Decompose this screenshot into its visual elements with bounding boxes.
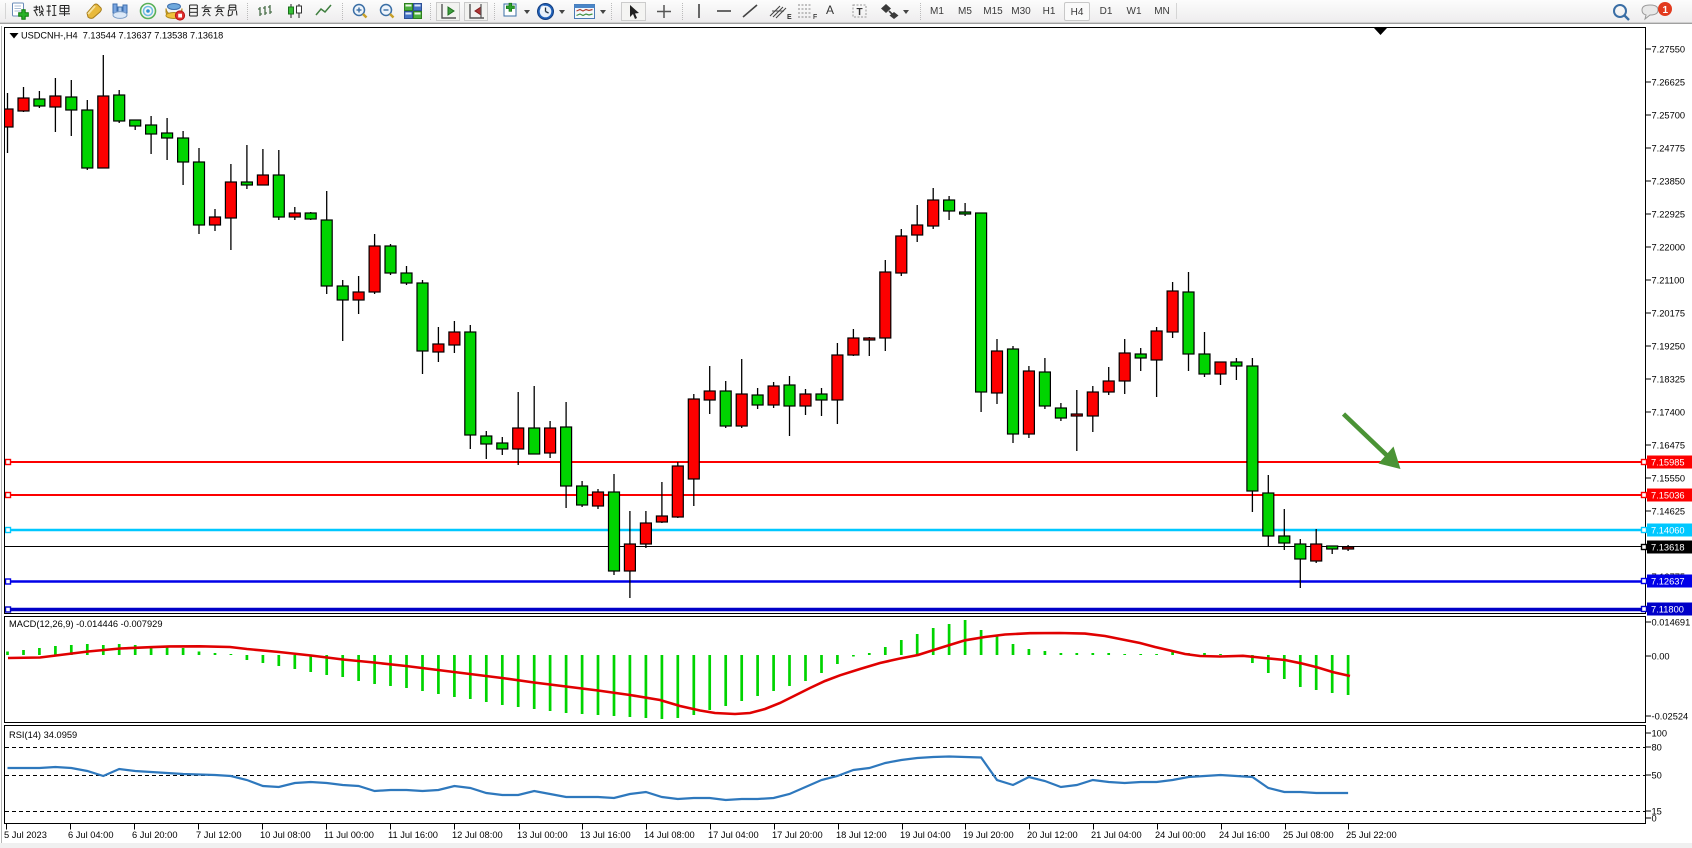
svg-text:7.18325: 7.18325: [1652, 374, 1686, 384]
svg-text:7.17400: 7.17400: [1652, 407, 1686, 417]
svg-text:100: 100: [1652, 728, 1668, 738]
svg-text:10 Jul 08:00: 10 Jul 08:00: [260, 830, 311, 840]
svg-text:RSI(14) 34.0959: RSI(14) 34.0959: [9, 730, 77, 740]
svg-text:17 Jul 20:00: 17 Jul 20:00: [772, 830, 823, 840]
svg-text:7.12637: 7.12637: [1651, 576, 1685, 586]
svg-text:6 Jul 20:00: 6 Jul 20:00: [132, 830, 178, 840]
svg-text:7 Jul 12:00: 7 Jul 12:00: [196, 830, 242, 840]
svg-text:7.20175: 7.20175: [1652, 308, 1686, 318]
svg-text:15: 15: [1652, 806, 1662, 816]
svg-text:11 Jul 00:00: 11 Jul 00:00: [324, 830, 374, 840]
svg-text:14 Jul 08:00: 14 Jul 08:00: [644, 830, 695, 840]
svg-text:7.25700: 7.25700: [1652, 110, 1686, 120]
svg-text:24 Jul 00:00: 24 Jul 00:00: [1155, 830, 1206, 840]
svg-text:7.21100: 7.21100: [1652, 275, 1685, 285]
svg-text:5 Jul 2023: 5 Jul 2023: [4, 830, 47, 840]
svg-text:11 Jul 16:00: 11 Jul 16:00: [388, 830, 438, 840]
svg-text:25 Jul 22:00: 25 Jul 22:00: [1346, 830, 1397, 840]
svg-text:80: 80: [1652, 742, 1662, 752]
svg-text:19 Jul 20:00: 19 Jul 20:00: [963, 830, 1014, 840]
svg-text:7.15036: 7.15036: [1651, 490, 1685, 500]
svg-text:50: 50: [1652, 770, 1662, 780]
svg-text:20 Jul 12:00: 20 Jul 12:00: [1027, 830, 1078, 840]
svg-text:T: T: [857, 7, 863, 18]
svg-text:19 Jul 04:00: 19 Jul 04:00: [900, 830, 951, 840]
svg-text:0: 0: [1652, 813, 1657, 823]
svg-text:0.00: 0.00: [1652, 651, 1670, 661]
svg-text:USDCNH-,H4 7.13544 7.13637 7.: USDCNH-,H4 7.13544 7.13637 7.13538 7.136…: [21, 31, 223, 41]
svg-text:7.15985: 7.15985: [1651, 457, 1685, 467]
svg-text:13 Jul 00:00: 13 Jul 00:00: [517, 830, 568, 840]
svg-text:7.23850: 7.23850: [1652, 176, 1686, 186]
svg-text:6 Jul 04:00: 6 Jul 04:00: [68, 830, 114, 840]
svg-text:F: F: [813, 14, 817, 20]
svg-text:7.14625: 7.14625: [1652, 506, 1686, 516]
svg-text:7.19250: 7.19250: [1652, 341, 1686, 351]
svg-text:13 Jul 16:00: 13 Jul 16:00: [580, 830, 631, 840]
svg-text:7.26625: 7.26625: [1652, 77, 1686, 87]
svg-text:7.27550: 7.27550: [1652, 44, 1686, 54]
svg-text:7.16475: 7.16475: [1652, 440, 1686, 450]
svg-text:7.22000: 7.22000: [1652, 242, 1686, 252]
svg-text:MACD(12,26,9) -0.014446 -0.007: MACD(12,26,9) -0.014446 -0.007929: [9, 619, 163, 629]
svg-text:7.24775: 7.24775: [1652, 143, 1686, 153]
svg-text:7.11800: 7.11800: [1651, 604, 1684, 614]
svg-text:12 Jul 08:00: 12 Jul 08:00: [452, 830, 503, 840]
svg-text:1: 1: [1663, 5, 1669, 16]
svg-text:7.14060: 7.14060: [1651, 525, 1685, 535]
svg-text:17 Jul 04:00: 17 Jul 04:00: [708, 830, 759, 840]
svg-text:7.22925: 7.22925: [1652, 209, 1686, 219]
svg-text:24 Jul 16:00: 24 Jul 16:00: [1219, 830, 1270, 840]
svg-text:7.15550: 7.15550: [1652, 473, 1686, 483]
svg-text:-0.02524: -0.02524: [1652, 711, 1689, 721]
svg-text:21 Jul 04:00: 21 Jul 04:00: [1091, 830, 1142, 840]
svg-text:18 Jul 12:00: 18 Jul 12:00: [836, 830, 887, 840]
svg-text:7.13618: 7.13618: [1651, 542, 1685, 552]
svg-text:E: E: [787, 14, 792, 21]
svg-text:0.014691: 0.014691: [1652, 617, 1691, 627]
svg-text:25 Jul 08:00: 25 Jul 08:00: [1283, 830, 1334, 840]
